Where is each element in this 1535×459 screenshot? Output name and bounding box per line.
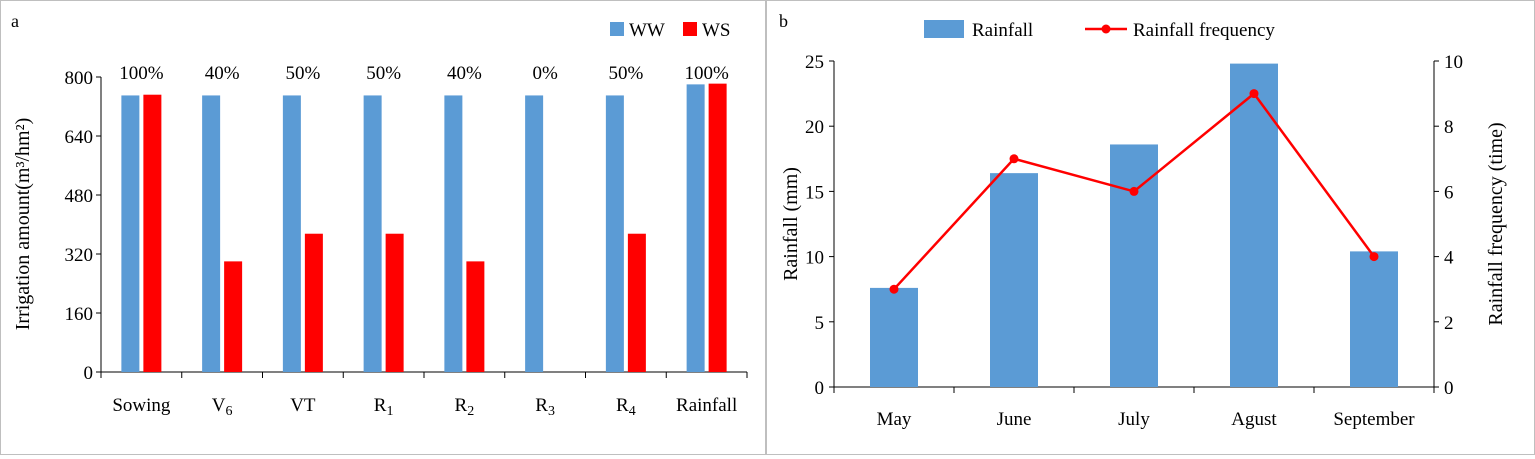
- x-tick-label-main: R: [374, 395, 387, 416]
- bar-ww-Rainfall: [686, 84, 705, 372]
- x-tick-label-main: R: [535, 395, 548, 416]
- percent-annotation: 50%: [285, 63, 320, 84]
- x-tick-label-R2: R2: [455, 395, 475, 419]
- irrigation-chart: a 0 160 320 480 640 800 Irrigation amount(m³/hm…: [11, 11, 748, 419]
- y-axis-label: Irrigation amount(m³/hm²): [12, 118, 34, 331]
- legend-label-rainfall: Rainfall: [972, 20, 1033, 41]
- x-tick-label-sub: 4: [629, 404, 636, 419]
- y-tick-label: 800: [65, 68, 94, 89]
- x-tick-label-Rainfall: Rainfall: [676, 395, 737, 416]
- x-tick-label-July: July: [1118, 409, 1150, 430]
- legend-swatch-ww: [610, 22, 624, 36]
- y-tick-label: 0: [815, 378, 825, 399]
- legend-swatch-rainfall: [924, 20, 964, 38]
- x-tick-label-VT: VT: [290, 395, 316, 416]
- rainfall-frequency-point-May: [889, 284, 899, 294]
- y-tick-label: 10: [805, 248, 824, 269]
- x-tick-label-R1: R1: [374, 395, 394, 419]
- legend-swatch-frequency-marker: [1101, 24, 1111, 34]
- rainfall-frequency-point-Agust: [1249, 89, 1259, 99]
- x-tick-label-September: September: [1333, 409, 1415, 430]
- y2-axis-label: Rainfall frequency (time): [1485, 122, 1507, 325]
- rainfall-frequency-point-June: [1009, 154, 1019, 164]
- y-tick-label: 0: [84, 363, 94, 384]
- bar-rainfall-Agust: [1230, 63, 1278, 387]
- bar-rainfall-June: [990, 173, 1038, 387]
- x-tick-label-main: R: [616, 395, 629, 416]
- bar-ws-Rainfall: [708, 83, 727, 372]
- x-tick-label-main: Rainfall: [676, 395, 737, 416]
- x-tick-label-R3: R3: [535, 395, 555, 419]
- x-tick-label-sub: 2: [467, 404, 474, 419]
- bar-ws-R2: [466, 261, 485, 372]
- y-tick-label: 640: [65, 127, 94, 148]
- rainfall-frequency-point-September: [1369, 252, 1379, 262]
- chart-panel-b: b 0 5 10 15 20 25 0 2 4 6 8 10 Rainfall (mm) Rainfall …: [766, 0, 1535, 455]
- bar-ww-V6: [202, 95, 221, 372]
- x-tick-label-May: May: [877, 409, 912, 430]
- x-tick-label-sub: 1: [386, 404, 393, 419]
- bar-ws-R1: [385, 233, 404, 372]
- chart-panel-a: a 0 160 320 480 640 800 Irrigation amount(m³/hm…: [0, 0, 766, 455]
- percent-annotation: 40%: [447, 63, 482, 84]
- legend-label-ww: WW: [629, 20, 665, 41]
- y-tick-label: 320: [65, 245, 94, 266]
- x-tick-label-R4: R4: [616, 395, 636, 419]
- x-tick-label-Agust: Agust: [1231, 409, 1277, 430]
- bar-ws-V6: [224, 261, 243, 372]
- bar-ws-R4: [627, 233, 646, 372]
- panel-label-a: a: [11, 11, 19, 31]
- bar-ww-R4: [605, 95, 624, 372]
- bar-ww-R2: [444, 95, 463, 372]
- x-tick-label-main: VT: [290, 395, 316, 416]
- panel-label-b: b: [779, 11, 788, 31]
- x-tick-label-sub: 6: [225, 404, 232, 419]
- x-tick-label-main: R: [455, 395, 468, 416]
- y2-tick-label: 10: [1444, 52, 1463, 73]
- bar-ww-R1: [363, 95, 382, 372]
- y-tick-label: 480: [65, 186, 94, 207]
- y-tick-label: 5: [815, 313, 825, 334]
- bar-ww-VT: [282, 95, 301, 372]
- x-tick-label-sub: 3: [548, 404, 555, 419]
- bar-ww-R3: [525, 95, 544, 372]
- y-tick-label: 15: [805, 182, 824, 203]
- x-tick-label-V6: V6: [212, 395, 233, 419]
- legend-label-frequency: Rainfall frequency: [1133, 20, 1275, 41]
- bar-ws-Sowing: [143, 94, 162, 372]
- y2-tick-label: 0: [1444, 378, 1454, 399]
- y2-tick-label: 2: [1444, 313, 1454, 334]
- percent-annotation: 50%: [608, 63, 643, 84]
- x-tick-label-June: June: [997, 409, 1032, 430]
- bar-ws-VT: [304, 233, 323, 372]
- bar-rainfall-May: [870, 287, 918, 387]
- percent-annotation: 50%: [366, 63, 401, 84]
- bar-rainfall-July: [1110, 144, 1158, 387]
- y-axis-label: Rainfall (mm): [780, 167, 802, 281]
- rainfall-frequency-point-July: [1129, 186, 1139, 196]
- percent-annotation: 100%: [119, 63, 164, 84]
- y-tick-label: 25: [805, 52, 824, 73]
- y2-tick-label: 8: [1444, 117, 1454, 138]
- x-tick-label-Sowing: Sowing: [112, 395, 171, 416]
- y2-tick-label: 4: [1444, 248, 1454, 269]
- percent-annotation: 40%: [205, 63, 240, 84]
- percent-annotation: 0%: [532, 63, 558, 84]
- y-tick-label: 20: [805, 117, 824, 138]
- legend-swatch-ws: [683, 22, 697, 36]
- x-tick-label-main: V: [212, 395, 226, 416]
- legend-label-ws: WS: [702, 20, 731, 41]
- bar-ww-Sowing: [121, 95, 140, 372]
- percent-annotation: 100%: [684, 63, 729, 84]
- y2-tick-label: 6: [1444, 182, 1454, 203]
- bar-rainfall-September: [1350, 251, 1398, 387]
- x-tick-label-main: Sowing: [112, 395, 171, 416]
- y-tick-label: 160: [65, 304, 94, 325]
